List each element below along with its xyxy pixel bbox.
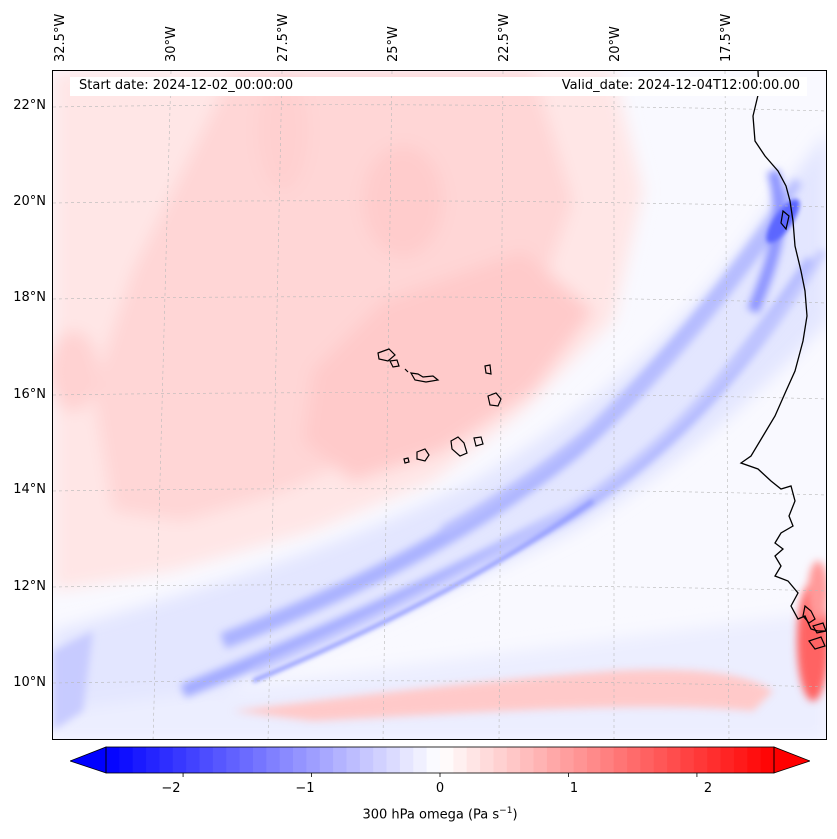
colorbar-cell (359, 747, 374, 773)
colorbar-tick-neg1: −1 (295, 781, 315, 796)
coastline-africa (739, 71, 826, 632)
colorbar-tick-0: 0 (435, 781, 445, 796)
negative-omega-region (53, 133, 826, 739)
colorbar-cell (453, 747, 468, 773)
colorbar-cell (266, 747, 281, 773)
colorbar-cell (399, 747, 414, 773)
colorbar-label-main: 300 hPa omega (Pa s (362, 807, 500, 823)
colorbar-cell (293, 747, 307, 773)
colorbar (70, 746, 810, 777)
colorbar-cell (212, 747, 227, 773)
lon-label-32-5w: 32.5°W (53, 13, 68, 62)
colorbar-cell (426, 747, 441, 773)
colorbar-tickmarks (182, 773, 698, 777)
lat-label-18n: 18°N (13, 290, 46, 305)
colorbar-cell (413, 747, 428, 773)
lon-label-17-5w: 17.5°W (719, 13, 734, 62)
colorbar-cell (733, 747, 748, 773)
date-banner: Start date: 2024-12-02_00:00:00 Valid_da… (70, 77, 807, 96)
colorbar-cell (480, 747, 495, 773)
colorbar-max-extension (773, 746, 810, 774)
colorbar-cell (172, 747, 187, 773)
colorbar-cell (640, 747, 655, 773)
colorbar-cell (600, 747, 615, 773)
colorbar-cell (466, 747, 481, 773)
start-date-text: Start date: 2024-12-02_00:00:00 (79, 78, 294, 93)
lat-label-12n: 12°N (13, 579, 46, 594)
colorbar-tick-1: 1 (569, 781, 579, 796)
colorbar-label-exponent: −1 (499, 806, 513, 816)
colorbar-cell (613, 747, 628, 773)
lon-label-20w: 20°W (608, 26, 623, 62)
colorbar-cell (440, 747, 454, 773)
map-panel[interactable] (52, 70, 827, 740)
lat-label-14n: 14°N (13, 482, 46, 497)
colorbar-min-extension (70, 746, 107, 774)
colorbar-cell (106, 747, 120, 773)
colorbar-label: 300 hPa omega (Pa s−1) (362, 806, 517, 822)
colorbar-cell (239, 747, 254, 773)
colorbar-cell (520, 747, 535, 773)
colorbar-cell (119, 747, 134, 773)
colorbar-cell (373, 747, 388, 773)
colorbar-cell (747, 747, 762, 773)
colorbar-cell (346, 747, 361, 773)
colorbar-cell (333, 747, 348, 773)
colorbar-cell (226, 747, 241, 773)
colorbar-cell (560, 747, 575, 773)
colorbar-cell (627, 747, 641, 773)
colorbar-cell (680, 747, 695, 773)
jet-bands (53, 169, 826, 731)
positive-omega-region (53, 71, 643, 591)
colorbar-cell (720, 747, 735, 773)
colorbar-cell (132, 747, 147, 773)
colorbar-label-close: ) (512, 807, 518, 823)
lon-label-22-5w: 22.5°W (497, 13, 512, 62)
colorbar-cell (159, 747, 174, 773)
colorbar-cell (279, 747, 294, 773)
colorbar-cell (693, 747, 708, 773)
lon-label-30w: 30°W (164, 26, 179, 62)
valid-date-text: Valid_date: 2024-12-04T12:00:00.00 (561, 78, 800, 93)
colorbar-cell (546, 747, 561, 773)
colorbar-cell (306, 747, 321, 773)
lat-label-20n: 20°N (13, 194, 46, 209)
colorbar-tick-neg2: −2 (161, 781, 181, 796)
colorbar-cell (386, 747, 401, 773)
lat-label-22n: 22°N (13, 98, 46, 113)
colorbar-cell (252, 747, 267, 773)
colorbar-cell (493, 747, 508, 773)
colorbar-cell (506, 747, 521, 773)
colorbar-cell (319, 747, 334, 773)
colorbar-cell (573, 747, 588, 773)
colorbar-tick-2: 2 (703, 781, 713, 796)
omega-field-map (53, 71, 826, 739)
lon-label-27-5w: 27.5°W (276, 13, 291, 62)
cape-verde-islands (377, 348, 502, 464)
colorbar-cell (586, 747, 601, 773)
lat-label-16n: 16°N (13, 387, 46, 402)
lon-label-25w: 25°W (386, 26, 401, 62)
colorbar-cell (199, 747, 214, 773)
colorbar-cell (186, 747, 201, 773)
colorbar-cell (533, 747, 548, 773)
colorbar-cell (760, 747, 775, 773)
lat-label-10n: 10°N (13, 675, 46, 690)
colorbar-cell (667, 747, 682, 773)
colorbar-cell (707, 747, 722, 773)
colorbar-cell (653, 747, 668, 773)
graticule (53, 71, 826, 739)
colorbar-cell (146, 747, 161, 773)
colorbar-cells (106, 747, 775, 773)
coastline-africa-islands (780, 209, 826, 650)
